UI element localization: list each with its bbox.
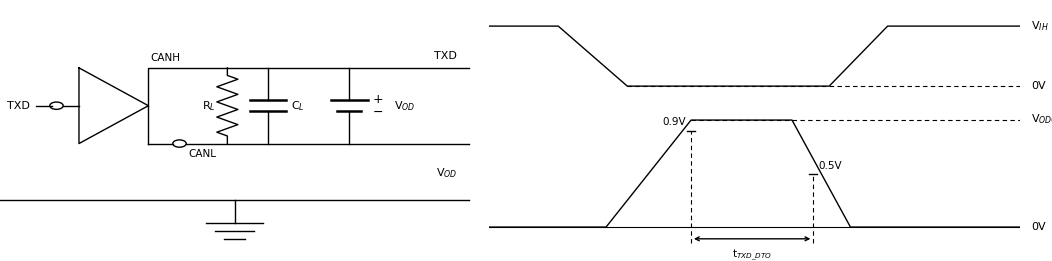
Text: 0.9V: 0.9V xyxy=(662,117,686,127)
Text: CANL: CANL xyxy=(188,149,217,159)
Text: +: + xyxy=(372,93,383,106)
Text: CANH: CANH xyxy=(150,53,181,63)
Text: TXD: TXD xyxy=(434,51,458,61)
Text: 0.5V: 0.5V xyxy=(818,161,843,171)
Text: −: − xyxy=(372,106,383,119)
Text: TXD: TXD xyxy=(7,101,31,111)
Text: V$_{IH}$: V$_{IH}$ xyxy=(1031,19,1049,33)
Text: V$_{OD(D)}$: V$_{OD(D)}$ xyxy=(1031,113,1052,127)
Text: 0V: 0V xyxy=(1031,222,1046,232)
Text: V$_{OD}$: V$_{OD}$ xyxy=(436,167,458,180)
Text: V$_{OD}$: V$_{OD}$ xyxy=(393,99,416,112)
Text: C$_L$: C$_L$ xyxy=(291,99,305,112)
Text: 0V: 0V xyxy=(1031,81,1046,91)
Text: R$_L$: R$_L$ xyxy=(202,99,216,112)
Text: t$_{TXD\_DTO}$: t$_{TXD\_DTO}$ xyxy=(732,248,772,261)
